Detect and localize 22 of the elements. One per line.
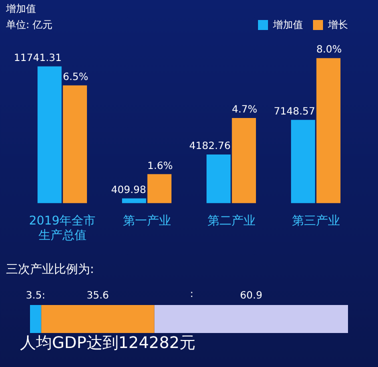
chart-subtitle: 单位: 亿元 (6, 18, 53, 32)
legend-label: 增加值 (272, 18, 303, 31)
data-label: 7148.57 (274, 106, 316, 118)
data-label: 8.0% (316, 44, 342, 56)
data-label: 6.5% (62, 72, 88, 83)
data-label: 3.5: (26, 290, 46, 302)
x-tick-label: 第三产业 (292, 214, 340, 228)
data-label: 1.6% (147, 160, 173, 172)
data-label: 35.6 (86, 290, 109, 302)
text: : (190, 289, 194, 300)
data-label: 409.98 (111, 185, 146, 196)
data-label: 4.7% (232, 104, 258, 116)
x-tick-label: 第一产业 (122, 214, 171, 228)
x-tick-label: 2019年全市生产总值 (28, 214, 96, 242)
x-tick-label: 第二产业 (207, 214, 256, 228)
data-label: 4182.76 (189, 141, 231, 152)
annotation: 人均GDP达到124282元 (20, 333, 196, 354)
data-label: 11741.31 (14, 52, 62, 64)
chart-title: 三次产业比例为: (6, 261, 94, 278)
chart-title: 增加值 (6, 2, 36, 16)
data-label: 60.9 (240, 290, 262, 302)
legend-label: 增长 (327, 18, 348, 31)
